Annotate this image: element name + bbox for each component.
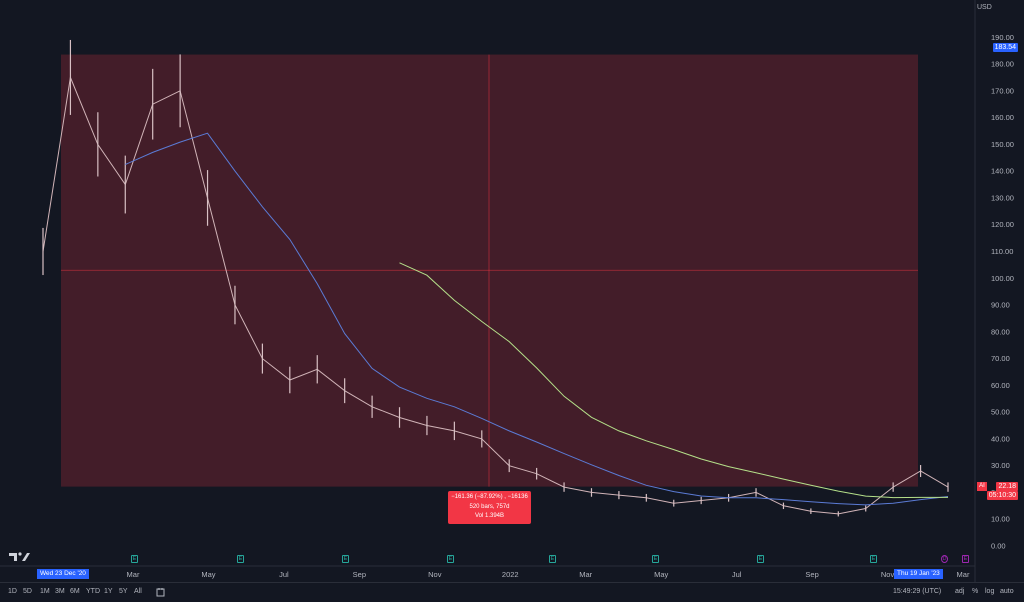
earnings-event-icon[interactable]: E bbox=[652, 555, 659, 563]
price-tick-label: 150.00 bbox=[991, 140, 1014, 149]
price-tick-label: 60.00 bbox=[991, 381, 1010, 390]
range-6m[interactable]: 6M bbox=[70, 588, 80, 595]
percent-toggle[interactable]: % bbox=[972, 588, 979, 595]
tradingview-logo-icon[interactable] bbox=[8, 550, 38, 564]
time-tick-label: Sep bbox=[353, 570, 366, 579]
price-tick-label: 30.00 bbox=[991, 461, 1010, 470]
price-tick-label: 80.00 bbox=[991, 327, 1010, 336]
price-tick-label: 120.00 bbox=[991, 220, 1014, 229]
price-tick-label: 170.00 bbox=[991, 86, 1014, 95]
time-tick-label: Mar bbox=[127, 570, 140, 579]
range-ytd[interactable]: YTD bbox=[86, 588, 100, 595]
bottom-toolbar: 1D 5D 1M 3M 6M YTD 1Y 5Y All 15:49:29 (U… bbox=[0, 582, 1024, 602]
last-price-tag: 22.18 bbox=[996, 482, 1018, 491]
time-tick-label: Sep bbox=[805, 570, 818, 579]
dividend-event-icon[interactable]: D bbox=[941, 555, 948, 563]
earnings-event-icon[interactable]: E bbox=[447, 555, 454, 563]
price-tick-label: 160.00 bbox=[991, 113, 1014, 122]
adjust-toggle[interactable]: adj bbox=[955, 588, 965, 595]
range-1y[interactable]: 1Y bbox=[104, 588, 113, 595]
price-tick-label: 100.00 bbox=[991, 274, 1014, 283]
measure-tooltip: −161.36 (−87.92%) , −16136 520 bars, 757… bbox=[448, 491, 531, 524]
price-tick-label: 190.00 bbox=[991, 33, 1014, 42]
measure-volume: Vol 1.394B bbox=[474, 513, 505, 519]
price-chart[interactable]: 190.00 180.00 170.00 160.00 150.00 140.00 130.… bbox=[0, 0, 1024, 582]
earnings-event-icon[interactable]: E bbox=[342, 555, 349, 563]
measure-bars: 520 bars, 757d bbox=[469, 503, 510, 510]
goto-date-icon[interactable] bbox=[156, 587, 166, 597]
price-tick-label: 90.00 bbox=[991, 301, 1010, 310]
time-tick-label: May bbox=[201, 570, 215, 579]
currency-label[interactable]: USD bbox=[977, 4, 992, 11]
countdown-tag: 05:10:30 bbox=[986, 491, 1018, 500]
symbol-badge: AI bbox=[977, 482, 987, 491]
end-date-flag: Thu 19 Jan '23 bbox=[894, 569, 943, 579]
time-tick-label: Nov bbox=[881, 570, 895, 579]
moving-average-slow bbox=[399, 262, 948, 499]
start-date-flag: Wed 23 Dec '20 bbox=[37, 569, 89, 579]
earnings-event-icon[interactable]: E bbox=[237, 555, 244, 563]
price-tick-label: 180.00 bbox=[991, 60, 1014, 69]
price-tick-label: 0.00 bbox=[991, 542, 1006, 551]
chart-pane[interactable]: 190.00 180.00 170.00 160.00 150.00 140.00 130.… bbox=[0, 0, 1024, 582]
range-5d[interactable]: 5D bbox=[23, 588, 32, 595]
range-3m[interactable]: 3M bbox=[55, 588, 65, 595]
time-tick-label: Jul bbox=[279, 570, 289, 579]
earnings-event-icon[interactable]: E bbox=[870, 555, 877, 563]
price-tick-label: 130.00 bbox=[991, 193, 1014, 202]
earnings-event-icon[interactable]: E bbox=[549, 555, 556, 563]
time-tick-label: Mar bbox=[579, 570, 592, 579]
time-tick-label: Mar bbox=[957, 570, 970, 579]
price-tick-label: 110.00 bbox=[991, 247, 1013, 256]
high-price-tag: 183.54 bbox=[992, 43, 1018, 52]
time-tick-label: 2022 bbox=[502, 570, 519, 579]
price-tick-label: 10.00 bbox=[991, 515, 1010, 524]
price-tick-label: 40.00 bbox=[991, 434, 1010, 443]
measure-change: −161.36 (−87.92%) , −16136 bbox=[451, 494, 528, 500]
moving-average-fast bbox=[125, 132, 949, 506]
time-tick-label: May bbox=[654, 570, 668, 579]
time-tick-label: Nov bbox=[428, 570, 442, 579]
earnings-event-icon[interactable]: E bbox=[131, 555, 138, 563]
price-series-line bbox=[42, 75, 949, 515]
range-1m[interactable]: 1M bbox=[40, 588, 50, 595]
range-1d[interactable]: 1D bbox=[8, 588, 17, 595]
price-tick-label: 140.00 bbox=[991, 167, 1014, 176]
earnings-upcoming-icon[interactable]: E bbox=[962, 555, 969, 563]
time-tick-label: Jul bbox=[732, 570, 742, 579]
price-tick-label: 50.00 bbox=[991, 408, 1010, 417]
auto-toggle[interactable]: auto bbox=[1000, 588, 1014, 595]
price-tick-label: 70.00 bbox=[991, 354, 1010, 363]
earnings-event-icon[interactable]: E bbox=[757, 555, 764, 563]
range-all[interactable]: All bbox=[134, 588, 142, 595]
log-toggle[interactable]: log bbox=[985, 588, 995, 595]
range-5y[interactable]: 5Y bbox=[119, 588, 128, 595]
clock-readout[interactable]: 15:49:29 (UTC) bbox=[893, 588, 942, 595]
